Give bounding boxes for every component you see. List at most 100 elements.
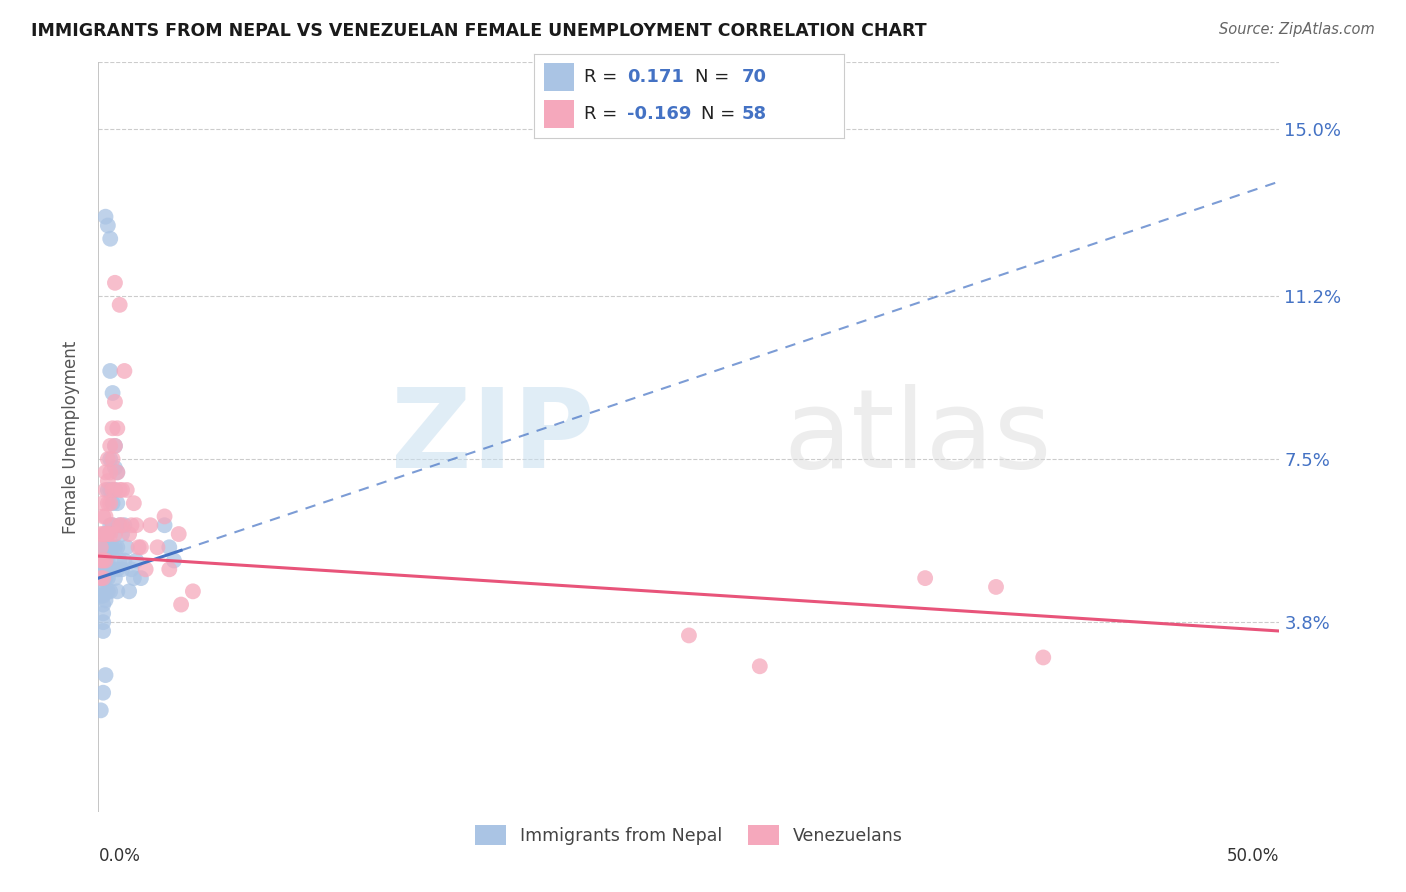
Point (94, 483, 117, 497)
Point (97, 219, 120, 233)
Point (101, 518, 124, 533)
Point (98, 584, 121, 599)
Point (94, 668, 117, 682)
Point (91, 509, 114, 524)
Point (98, 232, 121, 246)
Point (98, 466, 121, 480)
Point (98, 562, 121, 576)
Point (112, 364, 135, 378)
Point (101, 518, 124, 533)
Point (167, 527, 190, 541)
Text: 50.0%: 50.0% (1227, 847, 1279, 865)
Point (91, 589, 114, 603)
Point (94, 571, 117, 585)
Point (170, 598, 193, 612)
Point (97, 527, 120, 541)
Point (115, 483, 138, 497)
Text: R =: R = (583, 68, 623, 86)
Point (97, 553, 120, 567)
Point (678, 628, 700, 642)
Point (1032, 650, 1054, 665)
Point (111, 527, 134, 541)
Point (104, 394, 127, 409)
Point (90, 541, 112, 555)
Point (153, 518, 176, 533)
Point (90, 553, 112, 567)
Point (97, 541, 120, 555)
Point (115, 541, 138, 555)
Point (98, 452, 121, 467)
Point (108, 518, 131, 533)
Text: Source: ZipAtlas.com: Source: ZipAtlas.com (1219, 22, 1375, 37)
Point (94, 527, 117, 541)
Point (125, 518, 148, 533)
Point (98, 527, 121, 541)
Point (94, 562, 117, 576)
Text: N =: N = (695, 68, 735, 86)
Text: ZIP: ZIP (391, 384, 595, 491)
Point (108, 518, 131, 533)
Point (94, 527, 117, 541)
Point (105, 584, 128, 599)
Point (104, 541, 127, 555)
Point (112, 553, 135, 567)
Point (111, 562, 134, 576)
Point (121, 562, 143, 576)
Point (108, 483, 131, 497)
Point (94, 541, 117, 555)
Point (90, 703, 112, 717)
Point (90, 527, 112, 541)
Bar (544, 62, 575, 91)
Point (984, 580, 1007, 594)
Point (91, 686, 114, 700)
Text: 0.0%: 0.0% (98, 847, 141, 865)
Text: 0.171: 0.171 (627, 68, 683, 86)
Point (91, 541, 114, 555)
Point (104, 439, 127, 453)
Point (181, 584, 204, 599)
Text: -0.169: -0.169 (627, 105, 692, 123)
Point (104, 571, 127, 585)
Point (118, 527, 141, 541)
Text: R =: R = (583, 105, 623, 123)
Point (105, 421, 128, 435)
Point (91, 624, 114, 638)
Point (101, 483, 124, 497)
Point (101, 452, 124, 467)
Point (91, 598, 114, 612)
Point (105, 562, 128, 576)
Point (98, 364, 121, 378)
Point (91, 562, 114, 576)
Point (118, 584, 141, 599)
Point (914, 571, 936, 585)
Text: 70: 70 (741, 68, 766, 86)
Point (91, 615, 114, 630)
Point (94, 210, 117, 224)
Legend: Immigrants from Nepal, Venezuelans: Immigrants from Nepal, Venezuelans (468, 818, 910, 852)
Point (104, 276, 127, 290)
Point (153, 509, 176, 524)
Point (98, 496, 121, 510)
Point (101, 421, 124, 435)
Point (94, 553, 117, 567)
Point (146, 541, 169, 555)
Point (101, 562, 124, 576)
Text: atlas: atlas (783, 384, 1052, 491)
Point (90, 562, 112, 576)
Point (91, 607, 114, 621)
Point (111, 483, 134, 497)
Point (105, 541, 128, 555)
Point (98, 518, 121, 533)
Point (105, 466, 128, 480)
Point (94, 509, 117, 524)
Point (157, 541, 180, 555)
Point (111, 518, 134, 533)
Point (121, 518, 143, 533)
Point (97, 483, 120, 497)
Point (129, 571, 152, 585)
Point (105, 466, 128, 480)
Point (94, 593, 117, 607)
Point (135, 562, 157, 576)
Point (90, 571, 112, 585)
Text: 58: 58 (741, 105, 766, 123)
